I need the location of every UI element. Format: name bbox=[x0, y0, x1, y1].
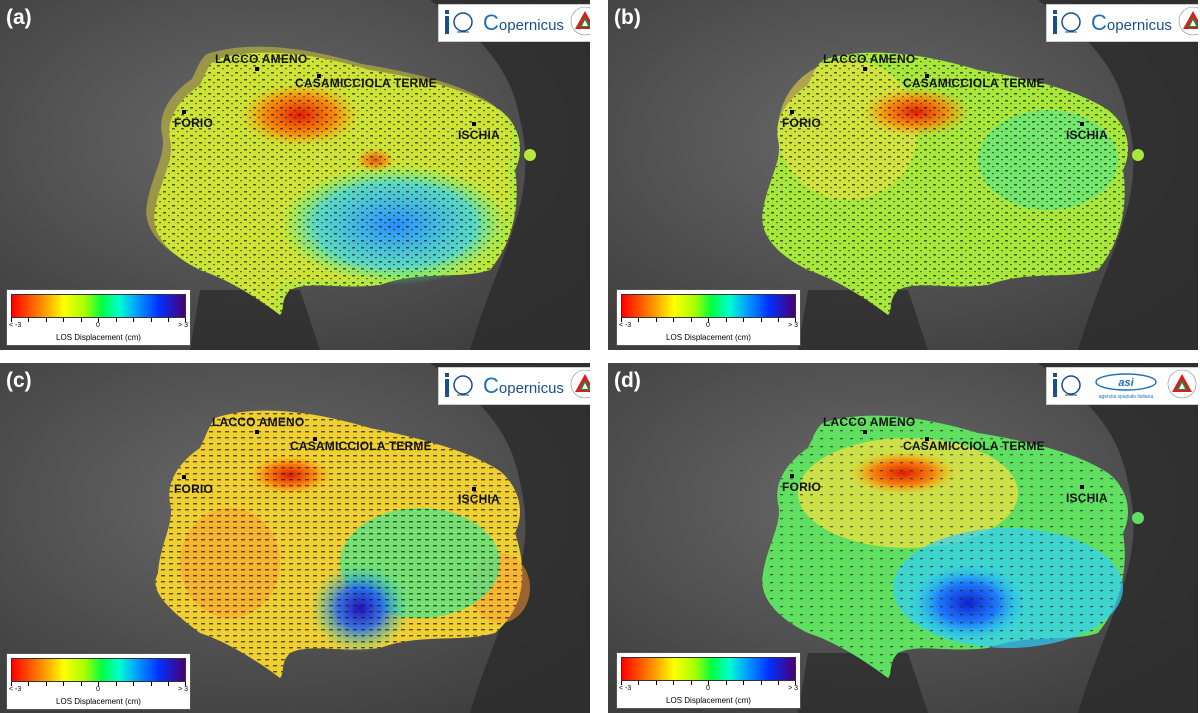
ingv-logo bbox=[443, 8, 477, 38]
protezione-civile-logo bbox=[570, 6, 590, 41]
panel-label: (a) bbox=[6, 6, 32, 29]
place-marker bbox=[925, 74, 929, 78]
legend-title: LOS Displacement (cm) bbox=[56, 333, 141, 342]
place-casamicciola: CASAMICCIOLA TERME bbox=[290, 439, 432, 453]
colorbar bbox=[621, 657, 796, 681]
logo-strip: Copernicus bbox=[1046, 4, 1198, 42]
place-marker bbox=[472, 487, 476, 491]
colorbar bbox=[621, 294, 796, 318]
panel-d: (d) LACCO AMENO CASAMICCIOLA TERME FORIO… bbox=[608, 363, 1198, 713]
panel-label: (d) bbox=[614, 369, 641, 392]
colorbar bbox=[11, 658, 186, 682]
ingv-logo bbox=[1051, 371, 1085, 401]
colorbar bbox=[11, 294, 186, 318]
legend-zero: 0 bbox=[96, 686, 100, 693]
colorbar-legend: < -3 0 > 3 LOS Displacement (cm) bbox=[6, 653, 191, 710]
displacement-map-a bbox=[0, 0, 590, 350]
logo-strip: Copernicus bbox=[438, 367, 590, 405]
legend-max: > 3 bbox=[788, 322, 798, 329]
place-marker bbox=[313, 437, 317, 441]
place-marker bbox=[925, 437, 929, 441]
colorbar-ticks bbox=[11, 318, 186, 322]
place-marker bbox=[472, 122, 476, 126]
place-marker bbox=[790, 110, 794, 114]
colorbar-legend: < -3 0 > 3 LOS Displacement (cm) bbox=[616, 652, 801, 709]
place-forio: FORIO bbox=[782, 480, 821, 494]
svg-text:asi: asi bbox=[1118, 377, 1134, 389]
ingv-logo bbox=[1051, 8, 1085, 38]
place-marker bbox=[182, 475, 186, 479]
panel-label: (b) bbox=[614, 6, 641, 29]
logo-strip: asi agenzia spaziale italiana bbox=[1046, 367, 1198, 405]
colorbar-ticks bbox=[621, 681, 796, 685]
place-lacco-ameno: LACCO AMENO bbox=[215, 52, 308, 66]
place-forio: FORIO bbox=[174, 482, 213, 496]
place-marker bbox=[863, 430, 867, 434]
asi-logo: asi agenzia spaziale italiana bbox=[1091, 371, 1161, 401]
place-forio: FORIO bbox=[782, 116, 821, 130]
place-marker bbox=[182, 110, 186, 114]
legend-max: > 3 bbox=[178, 322, 188, 329]
legend-title: LOS Displacement (cm) bbox=[666, 333, 751, 342]
copernicus-logo: Copernicus bbox=[1091, 10, 1172, 35]
copernicus-logo: Copernicus bbox=[483, 10, 564, 35]
legend-max: > 3 bbox=[788, 685, 798, 692]
place-casamicciola: CASAMICCIOLA TERME bbox=[295, 76, 437, 90]
legend-min: < -3 bbox=[9, 322, 22, 329]
place-ischia: ISCHIA bbox=[1066, 128, 1108, 142]
place-casamicciola: CASAMICCIOLA TERME bbox=[903, 76, 1045, 90]
place-lacco-ameno: LACCO AMENO bbox=[212, 415, 305, 429]
legend-title: LOS Displacement (cm) bbox=[56, 697, 141, 706]
panel-b: (b) LACCO AMENO CASAMICCIOLA TERME FORIO… bbox=[608, 0, 1198, 350]
place-marker bbox=[790, 474, 794, 478]
panel-c: (c) LACCO AMENO CASAMICCIOLA TERME FORIO… bbox=[0, 363, 590, 713]
legend-max: > 3 bbox=[178, 686, 188, 693]
legend-min: < -3 bbox=[619, 685, 632, 692]
colorbar-ticks bbox=[11, 682, 186, 686]
legend-min: < -3 bbox=[9, 686, 22, 693]
place-casamicciola: CASAMICCIOLA TERME bbox=[903, 439, 1045, 453]
logo-strip: Copernicus bbox=[438, 4, 590, 42]
legend-min: < -3 bbox=[619, 322, 632, 329]
place-ischia: ISCHIA bbox=[1066, 491, 1108, 505]
place-marker bbox=[863, 67, 867, 71]
colorbar-ticks bbox=[621, 318, 796, 322]
place-marker bbox=[255, 67, 259, 71]
ingv-logo bbox=[443, 371, 477, 401]
place-lacco-ameno: LACCO AMENO bbox=[823, 415, 916, 429]
place-marker bbox=[255, 430, 259, 434]
legend-zero: 0 bbox=[706, 322, 710, 329]
place-lacco-ameno: LACCO AMENO bbox=[823, 52, 916, 66]
protezione-civile-logo bbox=[1167, 369, 1197, 404]
legend-zero: 0 bbox=[706, 685, 710, 692]
displacement-map-d bbox=[608, 363, 1198, 713]
protezione-civile-logo bbox=[1178, 6, 1198, 41]
panel-label: (c) bbox=[6, 369, 32, 392]
place-marker bbox=[1080, 485, 1084, 489]
place-marker bbox=[317, 74, 321, 78]
legend-title: LOS Displacement (cm) bbox=[666, 696, 751, 705]
place-marker bbox=[1080, 122, 1084, 126]
place-ischia: ISCHIA bbox=[458, 492, 500, 506]
colorbar-legend: < -3 0 > 3 LOS Displacement (cm) bbox=[616, 289, 801, 346]
place-ischia: ISCHIA bbox=[458, 128, 500, 142]
colorbar-legend: < -3 0 > 3 LOS Displacement (cm) bbox=[6, 289, 191, 346]
legend-zero: 0 bbox=[96, 322, 100, 329]
protezione-civile-logo bbox=[570, 369, 590, 404]
copernicus-logo: Copernicus bbox=[483, 373, 564, 398]
place-forio: FORIO bbox=[174, 116, 213, 130]
asi-caption: agenzia spaziale italiana bbox=[1099, 394, 1154, 400]
panel-a: (a) LACCO AMENO CASAMICCIOLA TERME FORIO… bbox=[0, 0, 590, 350]
